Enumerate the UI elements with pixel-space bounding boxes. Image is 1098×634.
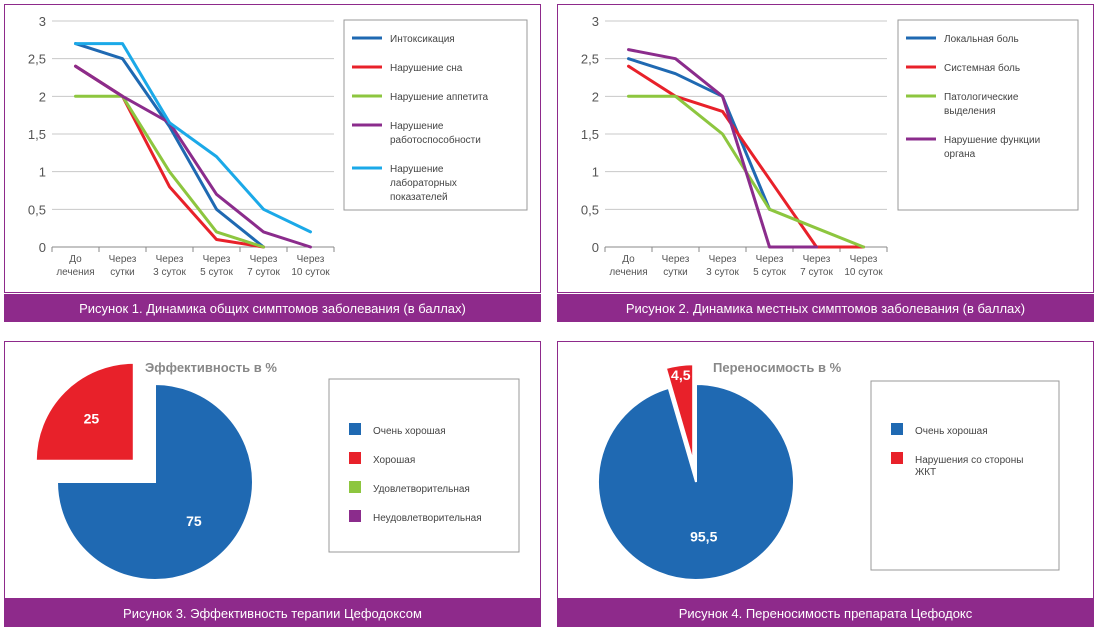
legend-swatch [349, 510, 361, 522]
legend-label: Неудовлетворительная [373, 513, 482, 524]
legend-label: Локальная боль [944, 33, 1019, 45]
legend-label: Удовлетворительная [373, 484, 470, 495]
x-tick-label: Через [662, 254, 690, 265]
x-tick-label: 5 суток [200, 267, 233, 278]
y-tick-label: 0 [592, 240, 599, 255]
pie-slice [55, 382, 254, 581]
legend-label: Нарушение функции [944, 134, 1040, 146]
x-tick-label: Через [850, 254, 878, 265]
figure-1-line-chart: 0 0,5 1 1,5 2 2,5 3 До лечения Через сутки Через 3 с… [28, 14, 528, 278]
x-tick-label: 5 суток [753, 267, 786, 278]
series-line [74, 94, 265, 249]
legend-label: Нарушение сна [390, 63, 463, 74]
y-tick-label: 0 [39, 240, 46, 255]
legend-swatch [891, 452, 903, 464]
y-tick-label: 1,5 [581, 127, 599, 142]
x-tick-label: Через [297, 254, 325, 265]
x-tick-label: лечения [609, 267, 647, 278]
x-tick-label: 3 суток [153, 267, 186, 278]
legend-label: Нарушения со стороны [915, 455, 1023, 466]
x-tick-label: Через [709, 254, 737, 265]
legend-label: лабораторных [390, 177, 457, 189]
figure-1-caption: Рисунок 1. Динамика общих симптомов забо… [4, 294, 541, 322]
x-tick-label: До [622, 254, 635, 265]
y-tick-label: 0,5 [581, 202, 599, 217]
legend-box [897, 19, 1079, 211]
x-tick-label: сутки [663, 267, 688, 278]
x-tick-label: Через [109, 254, 137, 265]
legend-label: органа [944, 149, 976, 160]
y-tick-label: 2 [592, 89, 599, 104]
pie-title: Переносимость в % [713, 360, 842, 375]
pie-data-label: 25 [84, 410, 100, 426]
legend-label: Очень хорошая [915, 426, 988, 437]
y-tick-label: 2,5 [581, 52, 599, 67]
figure-4-caption: Рисунок 4. Переносимость препарата Цефод… [557, 599, 1094, 627]
x-tick-label: Через [250, 254, 278, 265]
legend-box [328, 378, 520, 553]
legend-swatch [349, 423, 361, 435]
y-tick-label: 2,5 [28, 52, 46, 67]
legend-label: Патологические [944, 92, 1019, 103]
figure-4-pie-chart: Переносимость в % 95,5 4,5 Очень хорошая Нар… [597, 360, 1060, 581]
x-tick-label: 10 суток [844, 267, 883, 278]
x-tick-label: Через [156, 254, 184, 265]
x-tick-label: Через [203, 254, 231, 265]
pie-data-label: 95,5 [690, 528, 717, 544]
y-tick-label: 3 [592, 14, 599, 29]
x-tick-label: До [69, 254, 82, 265]
figure-2-panel: 0 0,5 1 1,5 2 2,5 3 До лечения Через сутки Через 3 с… [557, 4, 1094, 293]
x-tick-label: 3 суток [706, 267, 739, 278]
figure-1-panel: 0 0,5 1 1,5 2 2,5 3 До лечения Через сутки Через 3 с… [4, 4, 541, 293]
figure-4-panel: Переносимость в % 95,5 4,5 Очень хорошая Нар… [557, 341, 1094, 599]
x-tick-label: 7 суток [800, 267, 833, 278]
x-tick-label: сутки [110, 267, 135, 278]
y-tick-label: 1 [39, 165, 46, 180]
y-tick-label: 3 [39, 14, 46, 29]
legend-swatch [349, 481, 361, 493]
x-tick-label: Через [756, 254, 784, 265]
pie-data-label: 75 [186, 513, 202, 529]
legend-label: выделения [944, 106, 995, 117]
pie-slice [34, 361, 135, 462]
legend-label: Интоксикация [390, 34, 455, 45]
figure-3-pie-chart: Эффективность в % 75 25 Очень хорошая Хороша… [34, 360, 520, 581]
series-line [74, 64, 265, 249]
figure-2-line-chart: 0 0,5 1 1,5 2 2,5 3 До лечения Через сутки Через 3 с… [581, 14, 1079, 278]
legend-label: Очень хорошая [373, 426, 446, 437]
y-tick-label: 2 [39, 89, 46, 104]
figure-2-caption: Рисунок 2. Динамика местных симптомов за… [557, 294, 1094, 322]
series-line [627, 48, 818, 249]
series-line [74, 42, 265, 249]
figure-3-caption: Рисунок 3. Эффективность терапии Цефодок… [4, 599, 541, 627]
x-tick-label: Через [803, 254, 831, 265]
series-line [627, 64, 865, 249]
pie-slice [664, 363, 695, 463]
legend-swatch [891, 423, 903, 435]
legend-label: Нарушение аппетита [390, 92, 489, 103]
figure-3-panel: Эффективность в % 75 25 Очень хорошая Хороша… [4, 341, 541, 599]
pie-data-label: 4,5 [671, 367, 691, 383]
y-tick-label: 1 [592, 165, 599, 180]
legend-label: Системная боль [944, 62, 1020, 74]
y-tick-label: 1,5 [28, 127, 46, 142]
series-line [74, 42, 312, 234]
legend-box [870, 380, 1060, 571]
legend-label: Нарушение [390, 121, 444, 132]
legend-label: работоспособности [390, 134, 481, 146]
legend-label: Нарушение [390, 164, 444, 175]
series-line [627, 57, 771, 211]
x-tick-label: 7 суток [247, 267, 280, 278]
legend-label: ЖКТ [915, 467, 936, 478]
x-tick-label: 10 суток [291, 267, 330, 278]
legend-swatch [349, 452, 361, 464]
pie-slice [597, 382, 795, 581]
legend-label: показателей [390, 192, 448, 203]
x-tick-label: лечения [56, 267, 94, 278]
y-tick-label: 0,5 [28, 202, 46, 217]
legend-label: Хорошая [373, 455, 415, 466]
series-line [74, 64, 312, 249]
legend-box [343, 19, 528, 211]
pie-title: Эффективность в % [145, 360, 277, 375]
